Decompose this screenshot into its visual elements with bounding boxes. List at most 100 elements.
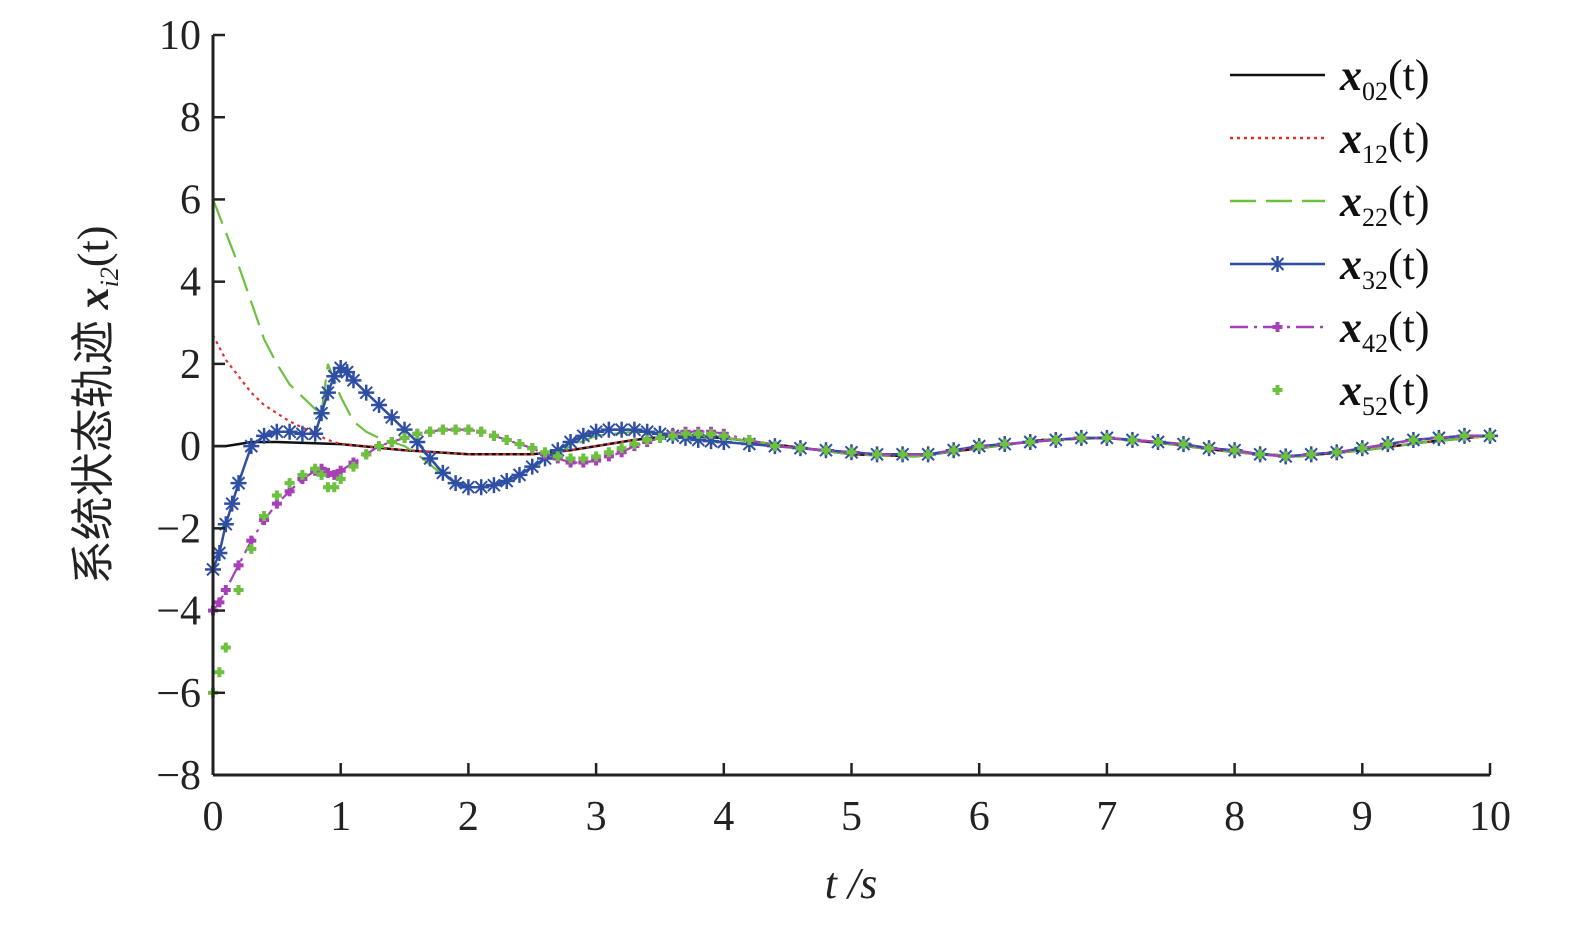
y-axis-title-sub: i2 — [95, 267, 124, 287]
y-tick-label: 8 — [180, 95, 201, 141]
y-tick-label: 6 — [180, 177, 201, 223]
data-point-52 — [1255, 449, 1266, 460]
data-point-52 — [1485, 430, 1495, 441]
x-tick-label: 8 — [1224, 794, 1245, 840]
data-point-52 — [846, 447, 857, 458]
data-point-52 — [297, 469, 308, 480]
data-point-52 — [1433, 432, 1444, 443]
data-point-52 — [437, 424, 448, 435]
data-point-32 — [281, 423, 298, 440]
x-tick-label: 4 — [713, 794, 734, 840]
y-axis-title-var: x — [69, 287, 118, 310]
legend-label: x52(t) — [1339, 366, 1430, 421]
legend-label-var: x — [1339, 240, 1362, 289]
data-point-42 — [233, 560, 244, 571]
data-point-52 — [540, 447, 551, 458]
data-point-52 — [271, 490, 282, 501]
data-point-52 — [1459, 430, 1470, 441]
x-tick-label: 1 — [330, 794, 351, 840]
data-point-32 — [224, 495, 241, 512]
series-line-12 — [212, 334, 1491, 458]
x-tick-label: 9 — [1352, 794, 1373, 840]
data-point-42 — [329, 469, 340, 480]
data-point-52 — [744, 434, 755, 445]
data-point-32 — [383, 409, 400, 426]
y-tick-label: 2 — [180, 342, 201, 388]
data-point-42 — [322, 467, 333, 478]
series-12 — [212, 334, 1491, 458]
data-point-52 — [872, 449, 883, 460]
data-point-52 — [552, 451, 563, 462]
legend-label-var: x — [1339, 366, 1362, 415]
data-point-52 — [412, 428, 423, 439]
legend-item-52: x52(t) — [1272, 366, 1430, 421]
legend-label-var: x — [1339, 114, 1362, 163]
data-point-52 — [923, 449, 934, 460]
data-point-32 — [549, 442, 566, 459]
data-point-52 — [999, 439, 1010, 450]
data-point-32 — [511, 466, 528, 483]
plot-area — [205, 199, 1498, 698]
data-point-32 — [524, 458, 541, 475]
data-point-32 — [613, 421, 630, 438]
data-point-42 — [220, 585, 231, 595]
legend-label: x32(t) — [1339, 240, 1430, 295]
data-point-52 — [795, 443, 806, 454]
data-point-52 — [374, 441, 385, 452]
data-point-52 — [501, 434, 512, 445]
series-52 — [208, 424, 1495, 698]
x-tick-label: 3 — [586, 794, 607, 840]
data-point-32 — [639, 423, 656, 440]
data-point-52 — [654, 432, 665, 443]
legend-item-02: x02(t) — [1230, 51, 1430, 106]
x-tick-label: 6 — [969, 794, 990, 840]
data-point-32 — [588, 423, 605, 440]
data-point-42 — [214, 597, 225, 608]
data-point-32 — [230, 475, 247, 492]
y-ticks: −8 −6 −4 −2 0 2 4 6 8 10 — [156, 13, 225, 799]
data-point-52 — [220, 642, 231, 653]
data-point-52 — [897, 449, 908, 460]
data-point-32 — [217, 516, 234, 533]
data-point-32 — [434, 464, 451, 481]
data-point-32 — [256, 427, 273, 444]
data-point-32 — [307, 425, 324, 442]
data-point-52 — [246, 543, 257, 554]
data-point-52 — [1280, 451, 1291, 462]
data-point-32 — [575, 427, 592, 444]
legend: x02(t)x12(t)x22(t)x32(t)x42(t)x52(t) — [1230, 51, 1430, 421]
legend-item-12: x12(t) — [1230, 114, 1430, 169]
data-point-52 — [1076, 432, 1087, 443]
data-point-32 — [313, 405, 330, 422]
data-point-52 — [1127, 434, 1138, 445]
y-axis-title-prefix: 系统状态轨迹 — [69, 309, 118, 584]
data-point-52 — [667, 430, 678, 441]
data-point-32 — [319, 384, 336, 401]
data-point-32 — [371, 397, 388, 413]
y-tick-label: 0 — [180, 424, 201, 470]
legend-item-42: x42(t) — [1230, 303, 1430, 358]
data-point-52 — [629, 439, 640, 450]
x-axis-title: t /s — [825, 859, 878, 908]
legend-label-sub: 12 — [1362, 140, 1388, 169]
data-point-32 — [358, 384, 375, 401]
x-tick-label: 7 — [1096, 794, 1117, 840]
series-22 — [211, 199, 1491, 489]
data-point-52 — [1229, 445, 1240, 456]
data-point-52 — [706, 428, 717, 439]
data-point-52 — [565, 453, 576, 464]
data-point-52 — [361, 449, 372, 460]
svg-text:系统状态轨迹 xi2(t): 系统状态轨迹 xi2(t) — [69, 226, 124, 585]
data-point-32 — [562, 434, 579, 450]
data-point-32 — [422, 450, 439, 467]
series-32 — [205, 360, 1498, 578]
data-point-32 — [326, 368, 343, 385]
y-tick-label: 10 — [159, 13, 201, 59]
data-point-52 — [680, 428, 691, 439]
data-point-32 — [339, 364, 356, 381]
data-point-52 — [514, 439, 525, 450]
data-point-52 — [1382, 439, 1393, 450]
data-point-32 — [498, 473, 515, 490]
data-point-52 — [335, 474, 346, 484]
x-tick-label: 5 — [841, 794, 862, 840]
